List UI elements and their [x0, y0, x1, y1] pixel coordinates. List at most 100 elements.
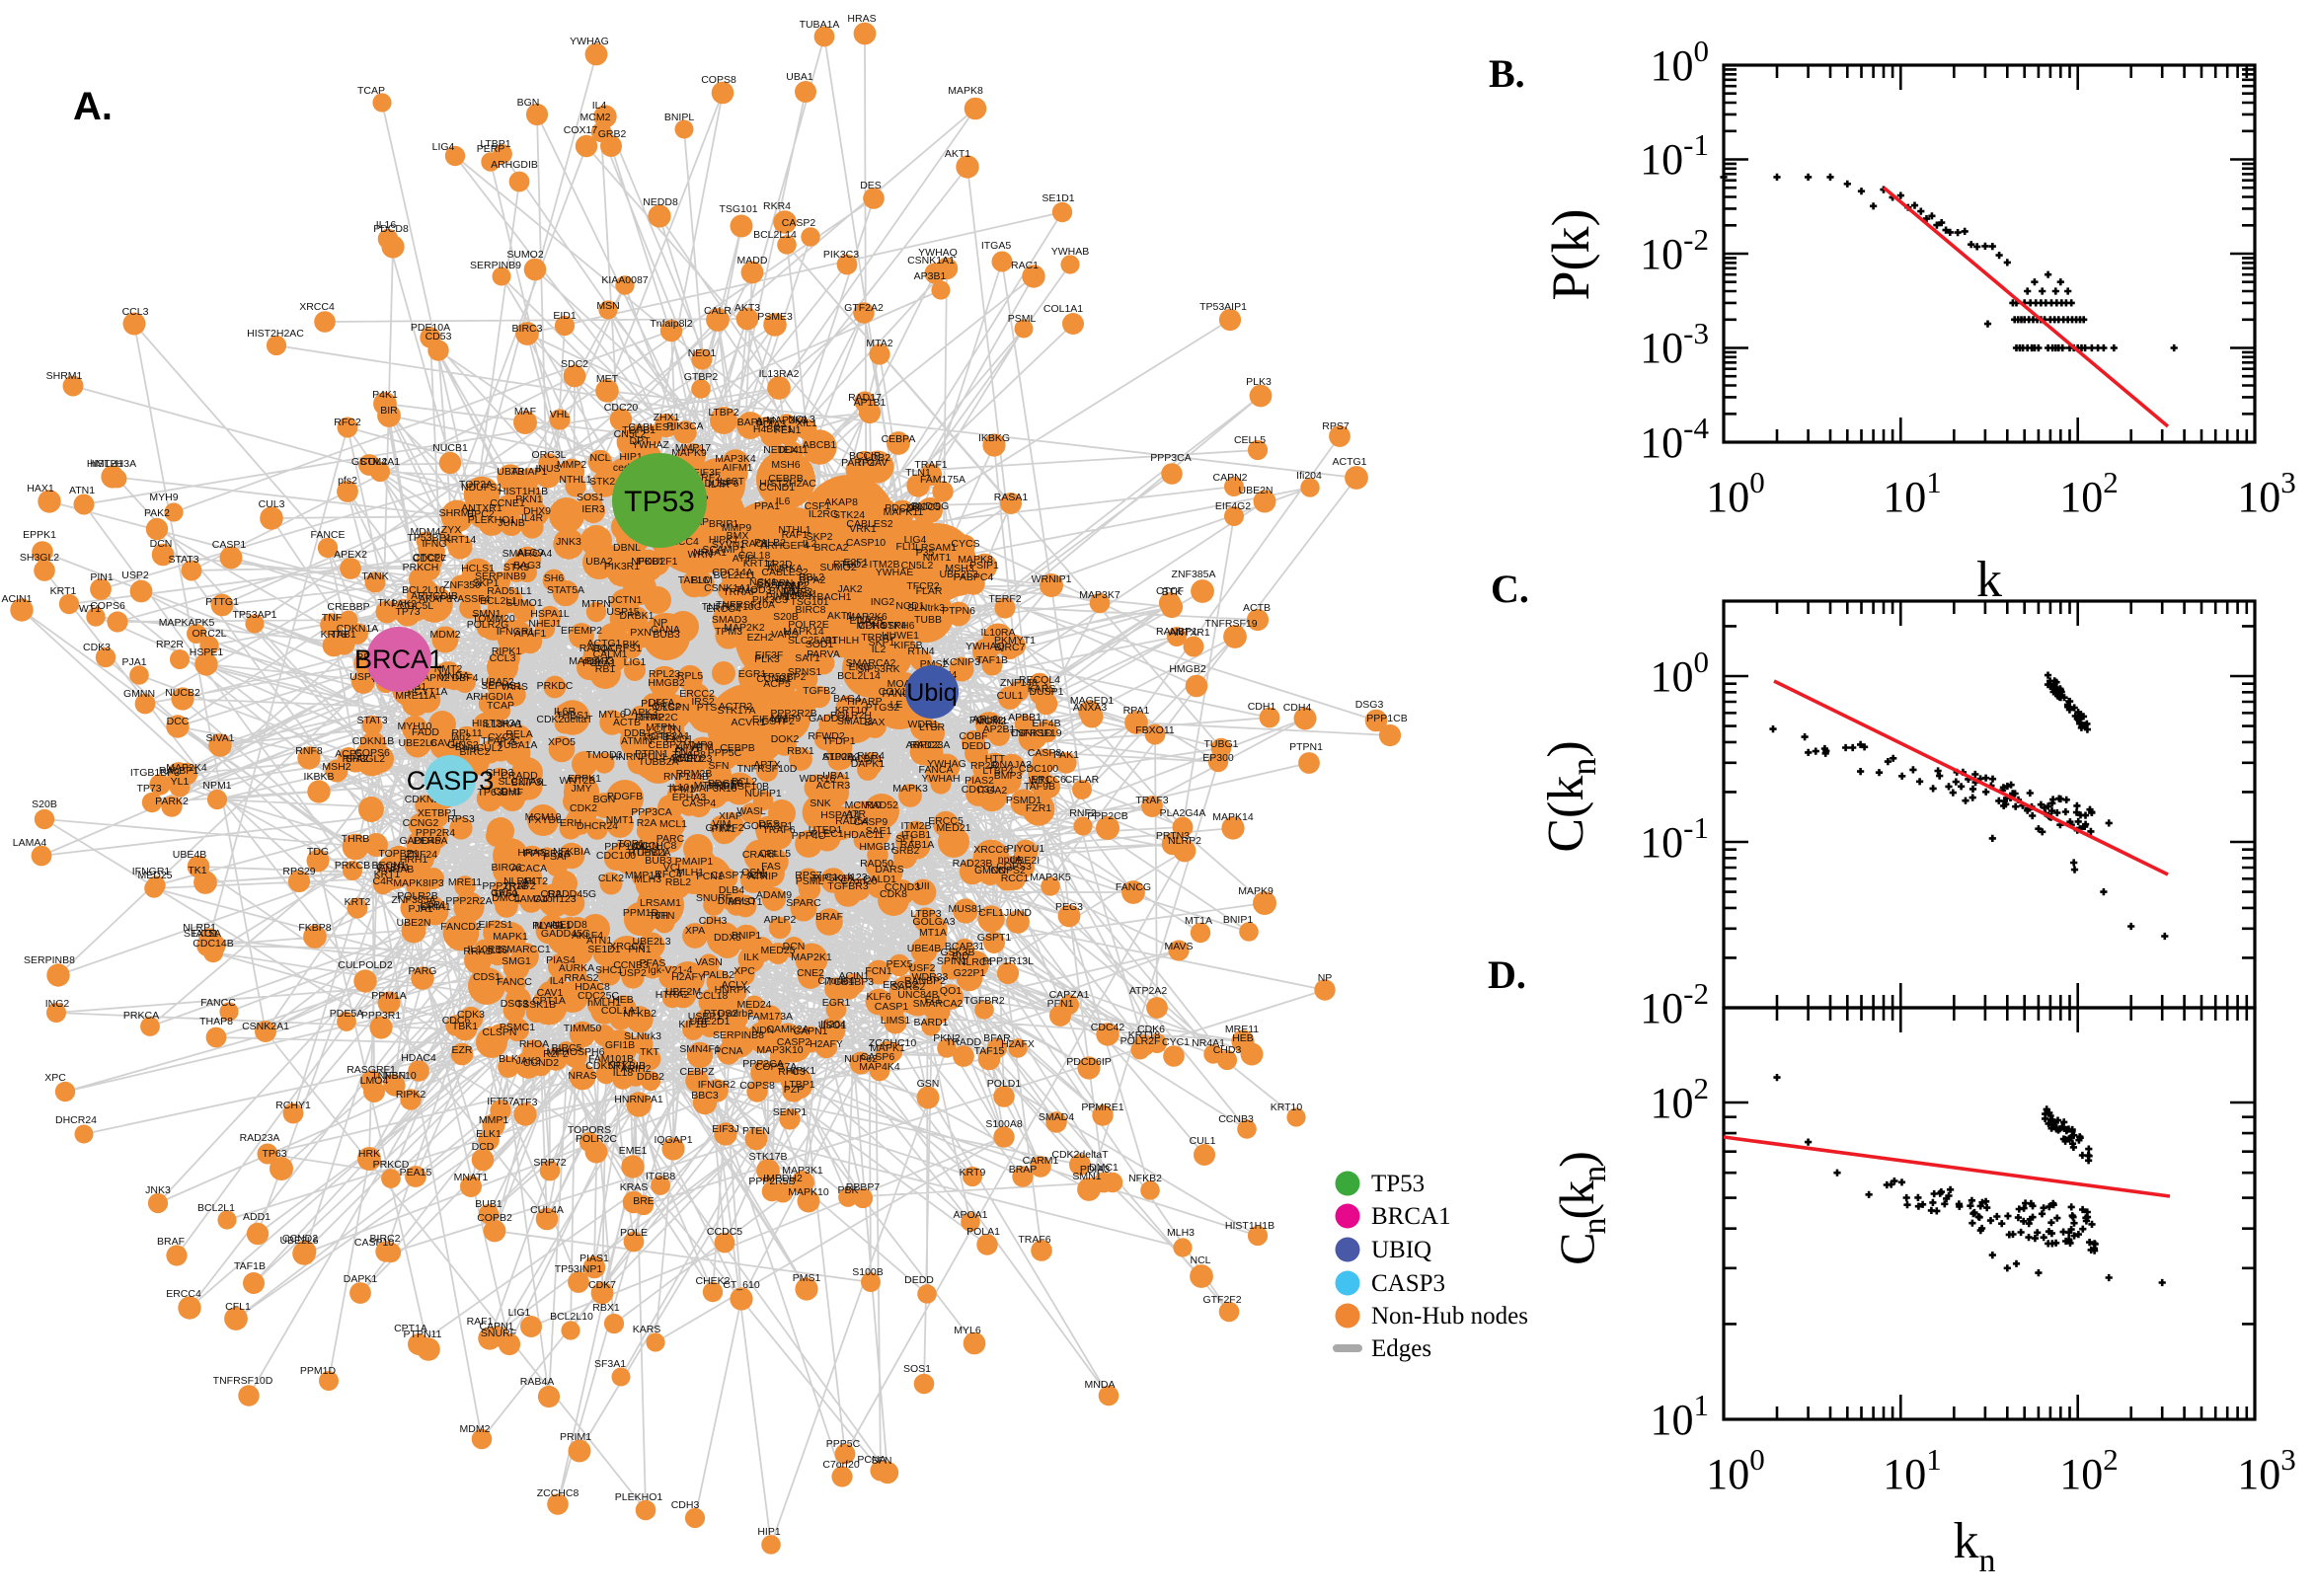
svg-text:MCL1: MCL1 [659, 818, 687, 830]
svg-text:ACTB: ACTB [1243, 602, 1271, 614]
svg-text:RBBP7: RBBP7 [846, 1181, 881, 1193]
svg-text:PAK2: PAK2 [144, 507, 170, 519]
svg-text:SERPINB8: SERPINB8 [713, 1029, 764, 1041]
svg-text:NDN: NDN [752, 1025, 775, 1036]
svg-text:HEB: HEB [612, 994, 634, 1006]
svg-text:MDM2: MDM2 [430, 629, 461, 641]
svg-text:EID1: EID1 [553, 310, 577, 322]
svg-text:GANA: GANA [651, 624, 680, 636]
svg-text:PTGS2: PTGS2 [704, 1008, 738, 1020]
svg-text:TAF1B: TAF1B [234, 1260, 266, 1272]
svg-text:MYL6: MYL6 [598, 709, 626, 721]
svg-text:DHX9: DHX9 [523, 505, 551, 517]
svg-text:UBE4B: UBE4B [173, 849, 206, 861]
svg-text:TP63: TP63 [477, 787, 502, 798]
svg-text:B.: B. [1489, 51, 1525, 96]
svg-text:PTPN11: PTPN11 [629, 847, 667, 859]
svg-text:HNRNPA1: HNRNPA1 [614, 1094, 663, 1105]
svg-text:JAK2: JAK2 [515, 1055, 540, 1067]
svg-text:Tnfaip8l2: Tnfaip8l2 [650, 318, 692, 330]
svg-text:SIP53RK: SIP53RK [857, 663, 899, 675]
svg-text:TRAF3: TRAF3 [1135, 795, 1168, 806]
svg-text:LRSAM1: LRSAM1 [640, 897, 681, 909]
svg-text:RAD23A: RAD23A [240, 1132, 280, 1144]
svg-text:PDE5A: PDE5A [330, 1008, 363, 1020]
svg-text:MYH9: MYH9 [149, 492, 178, 503]
svg-text:PPP2R2A: PPP2R2A [445, 895, 492, 907]
svg-text:POLD1: POLD1 [987, 1078, 1022, 1090]
svg-text:SHC1: SHC1 [595, 964, 623, 976]
svg-text:CEBPB: CEBPB [768, 473, 804, 485]
svg-text:RCHY1: RCHY1 [275, 1100, 311, 1111]
svg-text:GTF2F2: GTF2F2 [1202, 1294, 1241, 1306]
svg-text:EZR: EZR [452, 1044, 473, 1056]
svg-text:HSPA14: HSPA14 [820, 809, 860, 821]
svg-text:PIAS2: PIAS2 [965, 775, 994, 787]
svg-text:USP2: USP2 [121, 570, 149, 581]
svg-text:BARD1: BARD1 [913, 1017, 948, 1028]
svg-text:KRT10: KRT10 [1271, 1102, 1303, 1113]
svg-text:IL2RG: IL2RG [809, 508, 838, 520]
svg-text:ACTB: ACTB [613, 717, 641, 728]
svg-text:GPS1: GPS1 [491, 887, 518, 899]
svg-text:BID: BID [952, 950, 969, 962]
svg-text:SMAD3: SMAD3 [837, 716, 873, 727]
svg-text:PMS1: PMS1 [793, 1272, 821, 1284]
svg-text:RPA1: RPA1 [1123, 705, 1150, 717]
svg-text:ATN1: ATN1 [69, 485, 95, 496]
svg-text:ACVR1: ACVR1 [731, 717, 765, 728]
svg-text:HCLS1: HCLS1 [461, 563, 495, 574]
svg-text:GMNN: GMNN [974, 865, 1006, 876]
svg-text:SPIN1: SPIN1 [937, 955, 967, 967]
svg-text:IFNG: IFNG [422, 538, 446, 550]
svg-text:SMARCA4: SMARCA4 [502, 548, 553, 560]
svg-text:DNAJA3: DNAJA3 [992, 759, 1032, 771]
svg-text:BFAR: BFAR [983, 1032, 1011, 1044]
svg-text:CREBBP: CREBBP [327, 601, 369, 613]
svg-text:CDK2deltaT: CDK2deltaT [536, 714, 593, 725]
svg-text:UBIQ: UBIQ [1371, 1237, 1431, 1263]
svg-text:SCAMP1: SCAMP1 [702, 544, 744, 556]
svg-text:IL13RA1: IL13RA1 [483, 719, 523, 730]
svg-text:ELK1: ELK1 [476, 1128, 502, 1140]
svg-text:EGR1: EGR1 [822, 997, 851, 1009]
svg-text:SMAD4: SMAD4 [1039, 1111, 1074, 1123]
svg-text:VASN: VASN [695, 956, 723, 968]
svg-text:CASP7: CASP7 [711, 870, 745, 881]
svg-text:KRT2: KRT2 [345, 896, 371, 908]
svg-text:CN5L2: CN5L2 [614, 428, 647, 440]
svg-text:FANCE: FANCE [310, 529, 345, 541]
svg-text:CDK8: CDK8 [880, 888, 907, 900]
svg-text:CELL5: CELL5 [759, 848, 791, 860]
svg-text:ITGB1BP3: ITGB1BP3 [824, 976, 874, 988]
svg-text:BRCA2: BRCA2 [813, 542, 848, 554]
svg-text:PPP3CA: PPP3CA [631, 806, 671, 818]
svg-text:TNFRSF19: TNFRSF19 [1009, 727, 1061, 739]
svg-text:RPS7: RPS7 [795, 870, 822, 881]
svg-text:NP: NP [1318, 972, 1333, 984]
svg-text:CALD1: CALD1 [863, 874, 896, 885]
svg-text:S100A8: S100A8 [985, 1118, 1023, 1130]
svg-text:ZCCHC10: ZCCHC10 [869, 1037, 917, 1049]
svg-text:MAPK1: MAPK1 [870, 1042, 905, 1054]
svg-text:ERCC2: ERCC2 [679, 688, 715, 700]
svg-text:IKBKG: IKBKG [978, 432, 1010, 444]
svg-text:MNDA: MNDA [439, 670, 470, 682]
svg-text:ITGA2: ITGA2 [977, 785, 1008, 797]
svg-text:C7orf64: C7orf64 [817, 975, 855, 987]
svg-text:CDK2: CDK2 [570, 802, 597, 814]
svg-text:ZHX1: ZHX1 [654, 412, 680, 423]
svg-text:TANK: TANK [361, 570, 388, 582]
svg-text:CCND2: CCND2 [523, 1057, 559, 1069]
svg-text:COPS6: COPS6 [354, 747, 390, 759]
svg-text:POU2F1: POU2F1 [638, 556, 678, 568]
svg-text:VARS: VARS [771, 629, 799, 641]
svg-text:NUFIP1: NUFIP1 [744, 788, 782, 799]
svg-text:MSH6: MSH6 [771, 459, 800, 471]
svg-text:PIN1: PIN1 [628, 944, 652, 955]
svg-text:BRIP1: BRIP1 [709, 518, 739, 530]
svg-text:TP53BP2: TP53BP2 [762, 671, 807, 683]
svg-text:CASP3: CASP3 [1371, 1270, 1445, 1297]
svg-text:XIAP: XIAP [719, 810, 742, 822]
svg-text:CCND3: CCND3 [885, 881, 920, 893]
